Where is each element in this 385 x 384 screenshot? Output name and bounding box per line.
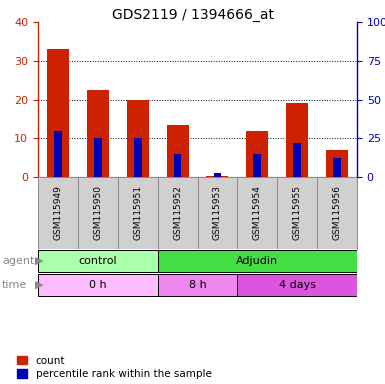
Bar xyxy=(326,150,348,177)
Bar xyxy=(94,138,102,177)
FancyBboxPatch shape xyxy=(238,177,277,249)
Bar xyxy=(47,49,69,177)
Text: ▶: ▶ xyxy=(35,256,43,266)
Text: GSM115956: GSM115956 xyxy=(333,185,341,240)
Bar xyxy=(167,125,189,177)
FancyBboxPatch shape xyxy=(157,177,198,249)
Bar xyxy=(246,131,268,177)
Text: GSM115949: GSM115949 xyxy=(54,185,62,240)
Text: GSM115955: GSM115955 xyxy=(293,185,302,240)
Text: GSM115954: GSM115954 xyxy=(253,185,262,240)
FancyBboxPatch shape xyxy=(38,250,157,272)
Text: 0 h: 0 h xyxy=(89,280,107,290)
Text: ▶: ▶ xyxy=(35,280,43,290)
Bar xyxy=(54,131,62,177)
Text: GSM115951: GSM115951 xyxy=(133,185,142,240)
Text: time: time xyxy=(2,280,27,290)
Text: agent: agent xyxy=(2,256,34,266)
Text: control: control xyxy=(79,256,117,266)
FancyBboxPatch shape xyxy=(38,274,157,296)
Bar xyxy=(293,143,301,177)
Bar xyxy=(134,138,142,177)
Text: GSM115950: GSM115950 xyxy=(93,185,102,240)
Text: 8 h: 8 h xyxy=(189,280,206,290)
Bar xyxy=(286,103,308,177)
Text: GSM115953: GSM115953 xyxy=(213,185,222,240)
Bar xyxy=(127,99,149,177)
Bar xyxy=(174,154,181,177)
Text: 4 days: 4 days xyxy=(279,280,316,290)
Bar xyxy=(206,176,228,177)
FancyBboxPatch shape xyxy=(277,177,317,249)
Bar xyxy=(214,173,221,177)
Text: Adjudin: Adjudin xyxy=(236,256,278,266)
FancyBboxPatch shape xyxy=(238,274,357,296)
Bar xyxy=(253,154,261,177)
Text: GSM115952: GSM115952 xyxy=(173,185,182,240)
FancyBboxPatch shape xyxy=(317,177,357,249)
FancyBboxPatch shape xyxy=(198,177,238,249)
FancyBboxPatch shape xyxy=(78,177,118,249)
FancyBboxPatch shape xyxy=(157,274,238,296)
Bar xyxy=(333,159,341,177)
FancyBboxPatch shape xyxy=(157,250,357,272)
Bar xyxy=(87,90,109,177)
Text: GDS2119 / 1394666_at: GDS2119 / 1394666_at xyxy=(112,8,273,22)
FancyBboxPatch shape xyxy=(38,177,78,249)
FancyBboxPatch shape xyxy=(118,177,157,249)
Legend: count, percentile rank within the sample: count, percentile rank within the sample xyxy=(17,356,211,379)
